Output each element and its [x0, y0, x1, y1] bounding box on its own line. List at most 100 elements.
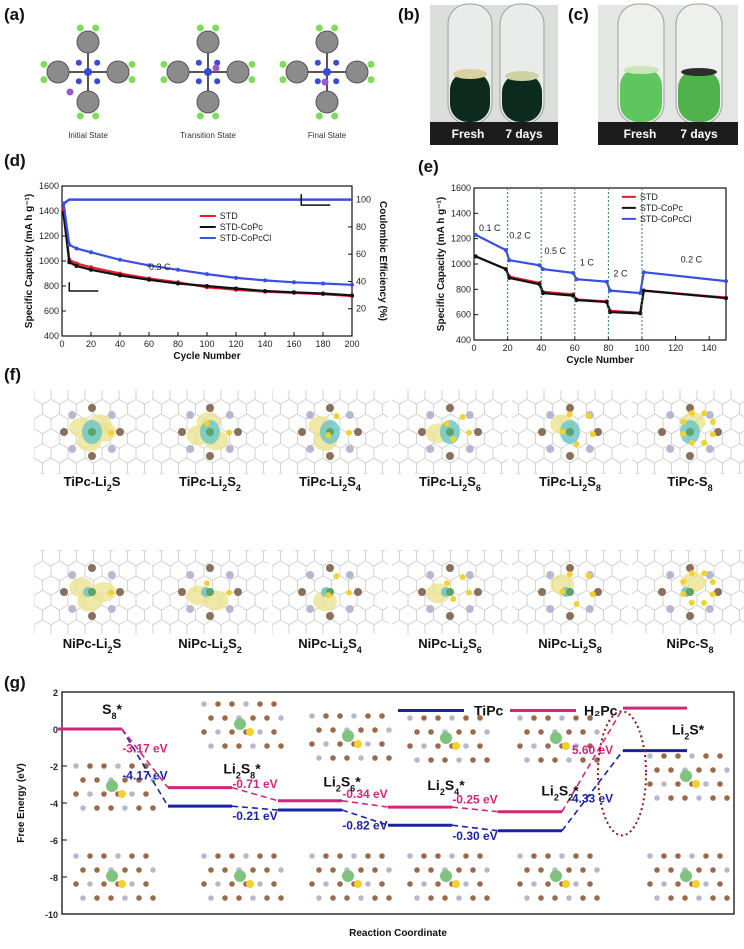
framework-atom: [94, 805, 100, 811]
barrier-highlight: [597, 710, 647, 837]
framework-atom: [594, 867, 600, 873]
framework-atom: [372, 727, 378, 733]
species-name: TiPc-Li: [179, 474, 222, 489]
framework-atom: [264, 895, 270, 901]
y-tick-label: 800: [44, 281, 59, 291]
framework-atom: [566, 895, 572, 901]
rate-label: 0.2 C: [681, 255, 703, 265]
framework-atom: [724, 867, 730, 873]
framework-atom: [365, 853, 371, 859]
framework-atom: [326, 404, 334, 412]
framework-atom: [465, 444, 474, 453]
species-subscript: 2: [462, 483, 467, 493]
sulfur-atom: [333, 573, 340, 580]
li-atom: [342, 730, 354, 742]
framework-atom: [206, 612, 214, 620]
halogen-atom: [92, 112, 100, 120]
halogen-atom: [315, 24, 323, 32]
data-point: [321, 291, 325, 296]
framework-atom: [116, 428, 124, 436]
rate-label: 1 C: [580, 257, 595, 267]
framework-atom: [710, 895, 716, 901]
framework-atom: [101, 853, 107, 859]
framework-atom: [222, 715, 228, 721]
x-tick-label: 40: [115, 339, 125, 349]
species-name: TiPc-S: [667, 474, 708, 489]
legend-entry-h2pc: H₂Pc: [584, 703, 618, 719]
framework-atom: [365, 741, 371, 747]
y2-tick-label: 100: [356, 195, 371, 205]
data-point: [608, 288, 613, 293]
arrow-left-axis: [68, 282, 99, 292]
framework-atom: [686, 404, 694, 412]
species-label: NiPc-Li2S2: [178, 636, 242, 655]
framework-atom: [546, 444, 555, 453]
framework-atom: [474, 588, 482, 596]
framework-atom: [215, 729, 221, 735]
data-point: [503, 267, 508, 272]
charge-density-cell: [632, 550, 744, 634]
framework-atom: [705, 604, 714, 613]
framework-atom: [129, 791, 135, 797]
framework-atom: [243, 853, 249, 859]
framework-atom: [594, 729, 600, 735]
series-line-0: [475, 255, 727, 314]
structure-thumbnail: [73, 763, 156, 811]
framework-atom: [661, 781, 667, 787]
framework-atom: [668, 895, 674, 901]
framework-atom: [316, 727, 322, 733]
x-tick-label: 140: [257, 339, 272, 349]
halogen-atom: [196, 24, 204, 32]
framework-atom: [449, 853, 455, 859]
y-tick-label: -6: [50, 836, 58, 846]
framework-atom: [386, 867, 392, 873]
framework-atom: [580, 895, 586, 901]
data-point: [147, 263, 151, 268]
photo-b-caption-bar: [430, 122, 558, 145]
y-tick-label: 600: [456, 310, 471, 320]
data-point: [74, 246, 79, 251]
pc-molecule: [160, 24, 256, 120]
halogen-atom: [40, 76, 48, 84]
sulfur-atom: [354, 740, 362, 748]
species-tail-subscript: 4: [356, 483, 361, 493]
x-axis-label: Cycle Number: [566, 355, 633, 366]
species-label: TiPc-Li2S2: [179, 474, 241, 493]
framework-atom: [298, 428, 306, 436]
data-point: [234, 286, 238, 291]
panel-b-label: (b): [398, 5, 420, 24]
h2pc-connector: [341, 799, 389, 808]
sulfur-atom: [246, 728, 254, 736]
sulfur-atom: [573, 440, 580, 447]
nitrogen-atom: [333, 78, 340, 85]
species-name: Li: [223, 760, 235, 776]
framework-atom: [675, 753, 681, 759]
x-tick-label: 200: [344, 339, 359, 349]
framework-atom: [68, 604, 77, 613]
framework-atom: [337, 881, 343, 887]
framework-atom: [531, 715, 537, 721]
framework-atom: [225, 444, 234, 453]
framework-atom: [73, 763, 79, 769]
legend-entry: STD-CoPcCl: [220, 233, 272, 243]
framework-atom: [122, 777, 128, 783]
halogen-atom: [76, 112, 84, 120]
framework-atom: [517, 715, 523, 721]
framework-atom: [278, 743, 284, 749]
sulfur-atom: [203, 580, 210, 587]
framework-atom: [330, 755, 336, 761]
framework-atom: [243, 701, 249, 707]
x-tick-label: 160: [286, 339, 301, 349]
framework-atom: [88, 404, 96, 412]
species-label: TiPc-Li2S4: [299, 474, 361, 493]
framework-atom: [344, 755, 350, 761]
framework-atom: [559, 853, 565, 859]
species-tail: S: [467, 474, 476, 489]
framework-atom: [566, 867, 572, 873]
framework-atom: [60, 428, 68, 436]
data-point: [574, 298, 579, 303]
benzo-ring: [315, 30, 339, 54]
h2pc-energy-label: -0.25 eV: [452, 792, 497, 806]
y-tick-label: 400: [44, 331, 59, 341]
